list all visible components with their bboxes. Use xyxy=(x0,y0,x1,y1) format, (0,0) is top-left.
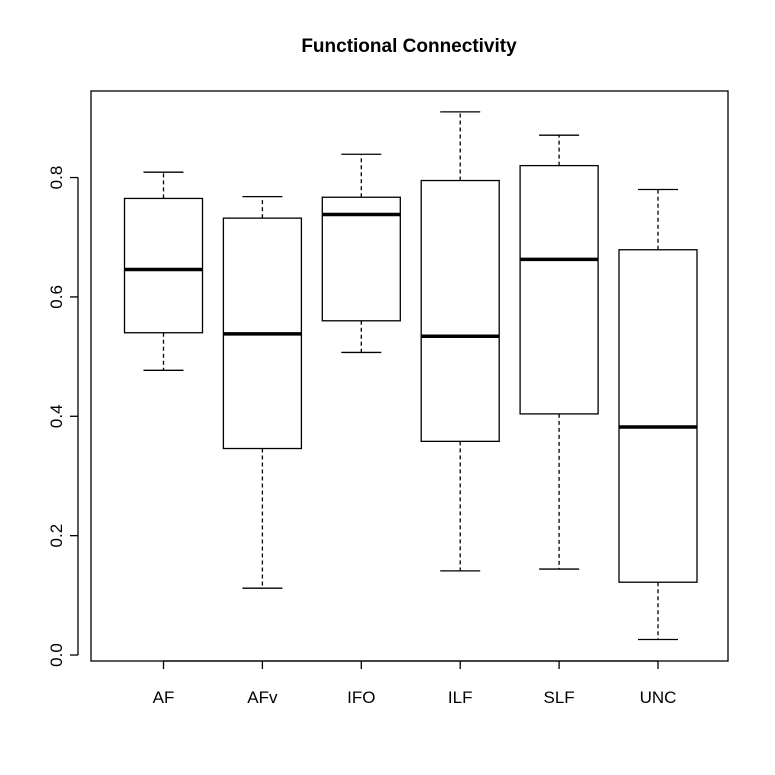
y-tick-label: 0.2 xyxy=(47,524,66,548)
y-tick-label: 0.0 xyxy=(47,643,66,667)
iqr-box xyxy=(321,196,401,322)
box-slf xyxy=(519,134,599,570)
box-ifo xyxy=(321,153,401,354)
iqr-box xyxy=(618,249,698,583)
x-tick-label: AFv xyxy=(247,688,278,707)
chart-title: Functional Connectivity xyxy=(301,36,517,57)
iqr-box xyxy=(123,197,204,334)
x-tick-label: IFO xyxy=(347,688,375,707)
x-tick-label: UNC xyxy=(640,688,677,707)
y-tick-label: 0.6 xyxy=(47,285,66,309)
box-ilf xyxy=(420,111,500,572)
y-tick-label: 0.8 xyxy=(47,166,66,190)
box-afv xyxy=(222,195,303,589)
box-unc xyxy=(618,188,698,641)
x-tick-label: ILF xyxy=(448,688,473,707)
x-tick-label: AF xyxy=(153,688,175,707)
box-af xyxy=(123,171,204,371)
x-axis: AF AFv IFO ILF SLF UNC xyxy=(153,660,677,707)
y-axis: 0.0 0.2 0.4 0.6 0.8 xyxy=(47,166,79,667)
iqr-box xyxy=(420,179,500,443)
x-tick-label: SLF xyxy=(544,688,575,707)
iqr-box xyxy=(519,164,599,415)
y-tick-label: 0.4 xyxy=(47,404,66,428)
boxes-group xyxy=(123,111,698,641)
